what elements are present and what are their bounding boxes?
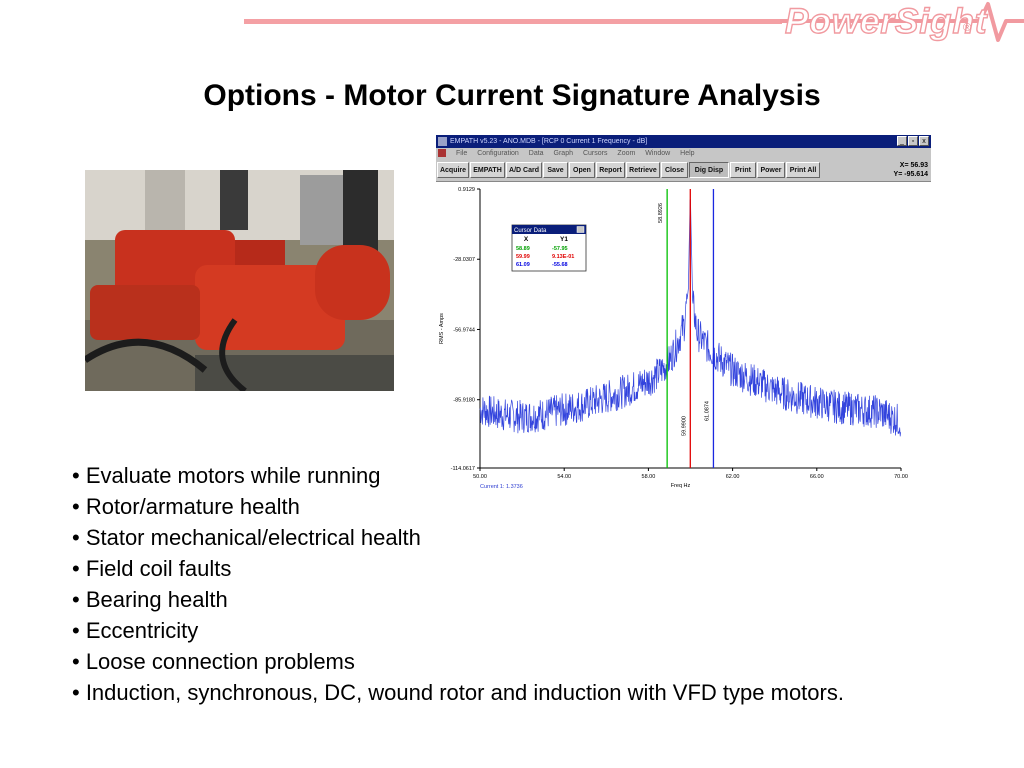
- list-item: • Rotor/armature health: [72, 494, 300, 519]
- app-system-icon[interactable]: [438, 137, 447, 146]
- readout-x: X= 56.93: [899, 162, 928, 169]
- brand-name: PowerSight: [784, 1, 988, 41]
- cursor-label: 61.0874: [704, 401, 710, 421]
- list-item: • Eccentricity: [72, 618, 199, 643]
- cursor-data-x: 59.99: [516, 254, 530, 260]
- x-tick-label: 54.00: [557, 474, 571, 480]
- menu-window[interactable]: Window: [645, 150, 671, 157]
- brand-reg-mark: ®: [963, 22, 972, 34]
- list-item: • Evaluate motors while running: [72, 463, 381, 488]
- acquire-button[interactable]: Acquire: [437, 162, 469, 178]
- cursor-data-x: 58.89: [516, 246, 530, 252]
- menu-data[interactable]: Data: [528, 150, 544, 157]
- cursor-data-y: 9.13E-01: [552, 254, 574, 260]
- page-title: Options - Motor Current Signature Analys…: [203, 79, 821, 112]
- report-button[interactable]: Report: [596, 162, 625, 178]
- list-item: • Loose connection problems: [72, 649, 355, 674]
- x-tick-label: 50.00: [473, 474, 487, 480]
- empath-window: EMPATH v5.23 - ANO.MDB - [RCP 0 Current …: [436, 135, 931, 492]
- x-tick-label: 70.00: [894, 474, 908, 480]
- brand-logo-wave: [780, 2, 1024, 42]
- feature-list: • Evaluate motors while running • Rotor/…: [72, 460, 844, 708]
- empath-window-title: EMPATH v5.23 - ANO.MDB - [RCP 0 Current …: [450, 138, 648, 145]
- y-tick-label: -28.0307: [453, 257, 475, 263]
- open-button[interactable]: Open: [569, 162, 595, 178]
- list-item: • Bearing health: [72, 587, 228, 612]
- list-item: • Stator mechanical/electrical health: [72, 525, 421, 550]
- retrieve-button[interactable]: Retrieve: [626, 162, 660, 178]
- menu-file[interactable]: File: [455, 150, 468, 157]
- cursor-data-close-button[interactable]: [576, 226, 585, 233]
- list-item: • Field coil faults: [72, 556, 232, 581]
- y-tick-label: -85.9180: [453, 398, 475, 404]
- y-axis-label: RMS - Amps: [439, 313, 445, 344]
- cursor-data-y: -55.68: [552, 262, 568, 268]
- y-tick-label: 0.9129: [458, 187, 475, 193]
- cursor-readout: X= 56.93 Y= -95.614: [894, 161, 928, 179]
- minimize-button[interactable]: _: [897, 136, 907, 146]
- cursor-data-y: -57.95: [552, 246, 568, 252]
- y-tick-label: -114.0617: [451, 466, 475, 472]
- empath-toolbar: Acquire EMPATH A/D Card Save Open Report…: [436, 159, 931, 182]
- y-tick-label: -56.9744: [453, 327, 475, 333]
- cursor-label: 58.8926: [658, 203, 664, 223]
- print-button[interactable]: Print: [730, 162, 756, 178]
- dig-disp-button[interactable]: Dig Disp: [689, 162, 729, 178]
- cursor-data-title: Cursor Data: [514, 228, 547, 234]
- close-window-button[interactable]: x: [919, 136, 929, 146]
- document-icon: [438, 149, 446, 158]
- menu-help[interactable]: Help: [680, 150, 695, 157]
- x-tick-label: 58.00: [642, 474, 656, 480]
- menu-cursors[interactable]: Cursors: [582, 150, 608, 157]
- print-all-button[interactable]: Print All: [786, 162, 820, 178]
- x-tick-label: 62.00: [726, 474, 740, 480]
- status-text: Current 1: 1.3736: [480, 484, 523, 490]
- empath-button[interactable]: EMPATH: [470, 162, 505, 178]
- cursor-data-x: 61.09: [516, 262, 530, 268]
- power-button[interactable]: Power: [757, 162, 785, 178]
- empath-titlebar: EMPATH v5.23 - ANO.MDB - [RCP 0 Current …: [436, 135, 931, 148]
- cursor-label: 59.9900: [681, 416, 687, 436]
- close-button[interactable]: Close: [661, 162, 688, 178]
- cursor-data-header: Y1: [560, 236, 568, 243]
- empath-menubar: File Configuration Data Graph Cursors Zo…: [436, 148, 931, 159]
- readout-y: Y= -95.614: [893, 171, 928, 178]
- maximize-button[interactable]: ▫: [908, 136, 918, 146]
- spectrum-chart[interactable]: 0.9129 -28.0307 -56.9744 -85.9180 -114.0617 5…: [436, 181, 931, 492]
- x-tick-label: 66.00: [810, 474, 824, 480]
- save-button[interactable]: Save: [543, 162, 568, 178]
- brand-line: [244, 19, 782, 24]
- menu-graph[interactable]: Graph: [553, 150, 573, 157]
- menu-zoom[interactable]: Zoom: [617, 150, 636, 157]
- cursor-data-header: X: [524, 236, 529, 243]
- x-axis-label: Freq Hz: [671, 483, 691, 489]
- menu-configuration[interactable]: Configuration: [477, 150, 519, 157]
- cursor-data-titlebar: [512, 225, 586, 234]
- list-item: • Induction, synchronous, DC, wound roto…: [72, 680, 844, 705]
- motor-photo: [85, 170, 394, 391]
- ad-card-button[interactable]: A/D Card: [506, 162, 542, 178]
